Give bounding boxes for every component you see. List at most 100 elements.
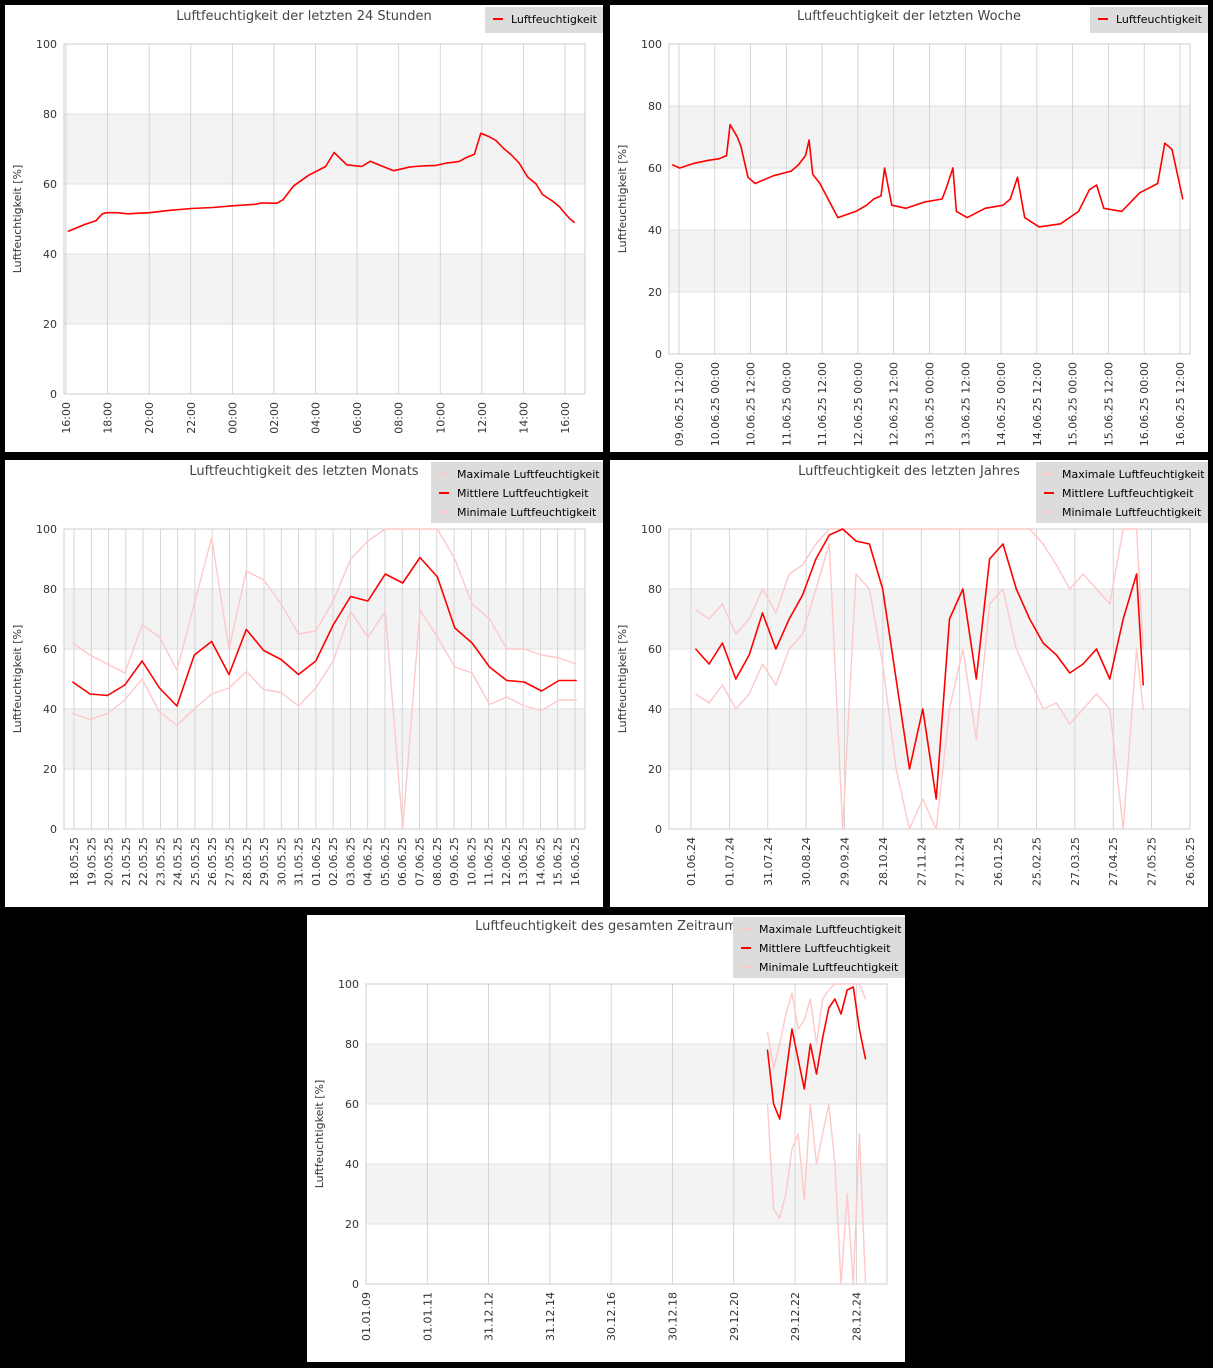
data-point bbox=[905, 207, 907, 209]
x-tick-label: 28.10.24 bbox=[877, 837, 890, 886]
data-point bbox=[922, 798, 924, 800]
data-point bbox=[1157, 182, 1159, 185]
data-point bbox=[402, 528, 404, 530]
data-point bbox=[740, 145, 742, 147]
x-tick-label: 26.01.25 bbox=[992, 837, 1005, 886]
data-point bbox=[349, 595, 352, 598]
x-tick-label: 29.12.20 bbox=[728, 1292, 741, 1341]
data-point bbox=[773, 1103, 775, 1105]
band-1 bbox=[669, 589, 1190, 649]
chart-24h: 0 20 40 60 80 100 16:00 18:00 20:00 22:00 00:00 02:… bbox=[11, 7, 603, 434]
data-point bbox=[297, 633, 300, 635]
data-point bbox=[693, 162, 695, 164]
data-point bbox=[361, 165, 363, 168]
data-point bbox=[837, 217, 839, 219]
x-tick-label: 02:00 bbox=[268, 402, 281, 434]
series-mean bbox=[67, 132, 575, 233]
data-point bbox=[72, 642, 74, 644]
data-point bbox=[975, 528, 977, 530]
data-point bbox=[106, 712, 109, 715]
series-max bbox=[766, 983, 867, 1069]
data-point bbox=[948, 708, 951, 710]
data-point bbox=[868, 588, 870, 590]
data-point bbox=[1042, 708, 1044, 710]
data-point bbox=[276, 202, 278, 204]
data-point bbox=[935, 828, 937, 830]
data-point bbox=[708, 663, 710, 665]
x-tick-label: 22:00 bbox=[185, 402, 198, 434]
data-point bbox=[1055, 702, 1058, 704]
data-point bbox=[708, 702, 710, 704]
data-point bbox=[332, 624, 334, 626]
data-point bbox=[815, 543, 817, 545]
legend-entry-max: Maximale Luftfeuchtigkeit bbox=[759, 923, 902, 936]
data-point bbox=[315, 660, 317, 662]
data-point bbox=[815, 1043, 818, 1045]
data-point bbox=[1088, 189, 1090, 191]
series-min bbox=[766, 1103, 867, 1285]
data-point bbox=[1055, 654, 1058, 656]
x-tick-label: 23.05.25 bbox=[154, 837, 167, 886]
data-point bbox=[1122, 618, 1124, 620]
data-point bbox=[1122, 828, 1124, 830]
data-point bbox=[868, 528, 870, 530]
data-point bbox=[834, 998, 836, 1000]
data-point bbox=[868, 543, 870, 545]
chart-panel-total: 0 20 40 60 80 100 01.01.09 01.01.11 31.12.12 31.1… bbox=[307, 915, 905, 1362]
data-point bbox=[791, 992, 793, 994]
data-point bbox=[801, 564, 804, 566]
data-point bbox=[679, 167, 681, 169]
data-point bbox=[280, 691, 282, 694]
legend-entry-mean: Mittlere Luftfeuchtigkeit bbox=[759, 942, 891, 955]
data-point bbox=[473, 153, 476, 155]
y-tick-label: 40 bbox=[648, 703, 662, 716]
band-0 bbox=[64, 254, 585, 324]
data-point bbox=[1015, 648, 1017, 650]
y-tick-label: 60 bbox=[345, 1098, 359, 1111]
data-point bbox=[158, 711, 161, 713]
x-tick-label: 07.06.25 bbox=[414, 837, 427, 886]
legend: Maximale Luftfeuchtigkeit Mittlere Luftfe… bbox=[733, 917, 905, 978]
legend-entry-mean: Luftfeuchtigkeit bbox=[511, 13, 598, 26]
data-point bbox=[923, 201, 925, 203]
data-point bbox=[297, 705, 300, 707]
data-point bbox=[801, 594, 804, 596]
data-point bbox=[801, 633, 804, 635]
data-point bbox=[67, 230, 69, 232]
data-point bbox=[855, 528, 857, 530]
data-point bbox=[212, 206, 214, 209]
data-point bbox=[842, 528, 844, 530]
data-point bbox=[127, 213, 129, 215]
chart-title: Luftfeuchtigkeit der letzten Woche bbox=[797, 9, 1021, 24]
data-point bbox=[908, 768, 911, 770]
x-tick-label: 10.06.25 bbox=[465, 837, 478, 886]
data-point bbox=[540, 690, 543, 692]
data-point bbox=[367, 636, 369, 638]
series-line-mean bbox=[72, 556, 577, 707]
data-point bbox=[908, 828, 911, 830]
data-point bbox=[369, 160, 371, 162]
data-point bbox=[1038, 226, 1040, 228]
y-tick-label: 0 bbox=[352, 1278, 359, 1291]
data-point bbox=[1135, 648, 1138, 650]
data-point bbox=[158, 636, 161, 638]
data-point bbox=[193, 708, 195, 710]
data-point bbox=[1024, 217, 1026, 219]
data-point bbox=[852, 1283, 854, 1285]
x-tick-label: 13.06.25 12:00 bbox=[959, 362, 972, 446]
data-point bbox=[384, 528, 386, 530]
data-point bbox=[812, 173, 814, 175]
data-point bbox=[1122, 528, 1124, 530]
data-point bbox=[1095, 184, 1098, 186]
data-point bbox=[563, 211, 565, 213]
legend: Luftfeuchtigkeit bbox=[485, 7, 603, 33]
data-point bbox=[828, 543, 830, 545]
data-point bbox=[1042, 642, 1044, 644]
data-point bbox=[815, 588, 817, 590]
data-point bbox=[1082, 708, 1084, 710]
data-point bbox=[228, 673, 230, 676]
data-point bbox=[766, 1049, 769, 1051]
data-point bbox=[797, 1058, 799, 1060]
data-point bbox=[852, 983, 854, 985]
data-point bbox=[1082, 663, 1084, 665]
